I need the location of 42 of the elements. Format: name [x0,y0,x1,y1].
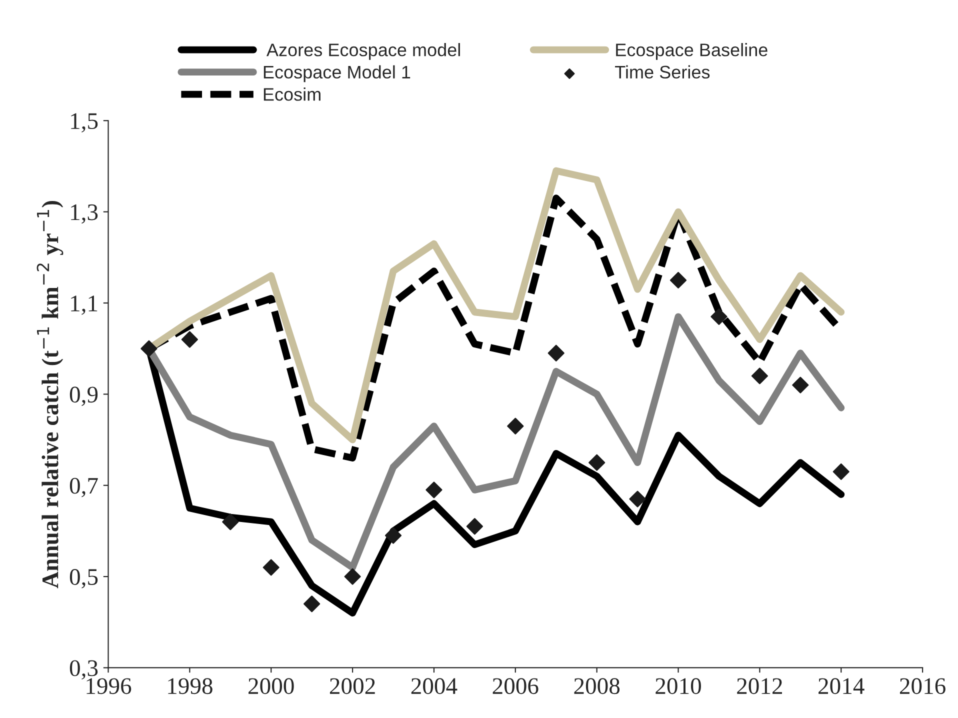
point [710,308,728,325]
legend-label: Time Series [615,65,710,79]
x-tick-label: 2010 [656,678,701,694]
x-tick-label: 2008 [574,678,620,694]
x-tick-label: 1996 [86,678,132,694]
point [426,482,442,498]
point [548,344,564,362]
point [466,518,483,535]
point [670,272,687,288]
x-tick-label: 2016 [900,678,946,694]
y-tick-label: 1,3 [71,204,98,224]
point [140,340,158,357]
point [751,368,768,384]
y-tick-label: 0,7 [70,478,98,498]
x-tick-label: 2000 [248,678,294,694]
point [384,527,402,544]
point [507,418,524,434]
y-tick-label: 1,1 [71,296,98,315]
point [304,596,320,612]
y-tick-label: 1,5 [71,113,98,132]
x-tick-label: 2014 [818,678,864,694]
point [832,463,850,480]
point [344,568,361,585]
y-tick-label: 0,9 [70,386,98,406]
y-tick-label: 0,3 [70,660,98,680]
point [222,514,239,530]
legend-label: Ecospace Baseline [616,43,768,60]
legend-label: Azores Ecospace model [266,43,460,60]
x-tick-label: 2006 [492,678,538,694]
point [181,331,198,348]
y-tick-label: 0,5 [70,569,98,588]
legend-label: Ecosim [264,88,320,101]
legend-label: Ecospace Model 1 [264,65,410,82]
point [792,376,809,394]
x-tick-label: 2004 [411,678,458,694]
x-tick-label: 2002 [330,678,375,694]
point [588,454,606,471]
y-axis-title: Annual relative catch (t$^{−1}$ km$^{−2}$ yr$^{−1}$) [36,201,64,588]
point [262,559,280,576]
point [629,490,646,508]
x-tick-label: 2012 [737,678,782,694]
x-tick-label: 1998 [168,678,212,694]
